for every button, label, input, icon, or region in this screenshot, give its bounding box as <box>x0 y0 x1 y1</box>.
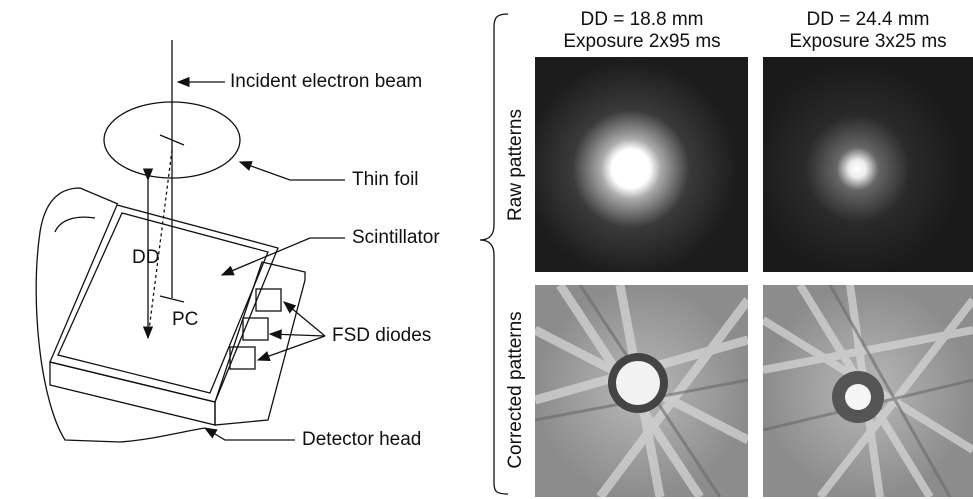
corrected-pattern <box>535 285 748 497</box>
label: Scintillator <box>352 227 440 248</box>
label: FSD diodes <box>332 325 431 346</box>
diode-green <box>242 317 269 341</box>
label: Incident electron beam <box>230 71 422 92</box>
column-heading: DD = 24.4 mm <box>806 9 929 30</box>
pc-cross <box>159 295 185 303</box>
diode-blue <box>229 346 256 370</box>
row-label: Raw patterns <box>505 109 526 221</box>
label: Detector head <box>302 429 421 450</box>
head-arrow <box>203 427 295 441</box>
row-label: Corrected patterns <box>505 311 526 468</box>
side-block <box>214 261 306 426</box>
column-heading: Exposure 3x25 ms <box>789 31 946 52</box>
label: PC <box>172 309 198 330</box>
diode-arrow-3 <box>256 335 326 361</box>
column-heading: Exposure 2x95 ms <box>563 31 720 52</box>
brace <box>479 13 509 495</box>
raw-pattern <box>535 57 748 272</box>
foil-arrow <box>238 161 345 181</box>
diode-arrow-1 <box>282 301 326 337</box>
scint-arrow <box>220 237 345 276</box>
column-heading: DD = 18.8 mm <box>580 9 703 30</box>
label: Thin foil <box>352 169 419 190</box>
scintillator-frame <box>49 204 279 403</box>
label: DD <box>132 247 159 268</box>
diode-arrow-2 <box>268 329 326 340</box>
base <box>49 361 216 426</box>
corrected-pattern <box>763 285 973 497</box>
raw-pattern <box>763 57 973 272</box>
housing <box>35 187 206 443</box>
foil-cross <box>159 134 185 146</box>
scintillator <box>57 212 269 394</box>
diode-red <box>255 288 282 312</box>
detector-diagram: Incident electron beam Thin foil Scintil… <box>35 40 440 450</box>
